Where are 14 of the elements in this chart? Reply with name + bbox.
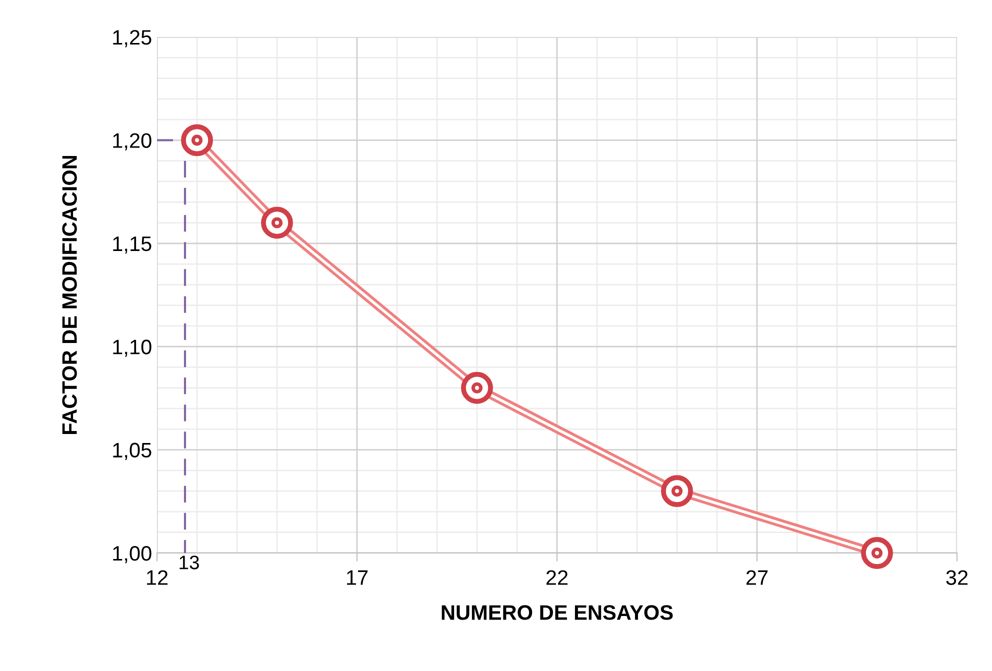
y-tick-label: 1,10 bbox=[113, 340, 152, 357]
x-tick-label: 17 bbox=[347, 570, 368, 585]
y-tick-label: 1,25 bbox=[113, 30, 152, 48]
y-tick-label: 1,15 bbox=[113, 236, 152, 254]
x-tick-label: 22 bbox=[546, 570, 568, 585]
y-tick-label: 1,00 bbox=[113, 546, 152, 564]
y-axis-title: FACTOR DE MODIFICACION bbox=[62, 156, 77, 434]
x-axis-title: NUMERO DE ENSAYOS bbox=[442, 605, 673, 620]
y-tick-label: 1,20 bbox=[113, 133, 152, 150]
y-tick-label: 1,05 bbox=[113, 442, 152, 460]
text: 13 bbox=[180, 556, 199, 570]
x-tick-label: 32 bbox=[946, 570, 968, 585]
x-tick-label: 27 bbox=[746, 570, 768, 585]
x-tick-label: 12 bbox=[147, 570, 168, 585]
